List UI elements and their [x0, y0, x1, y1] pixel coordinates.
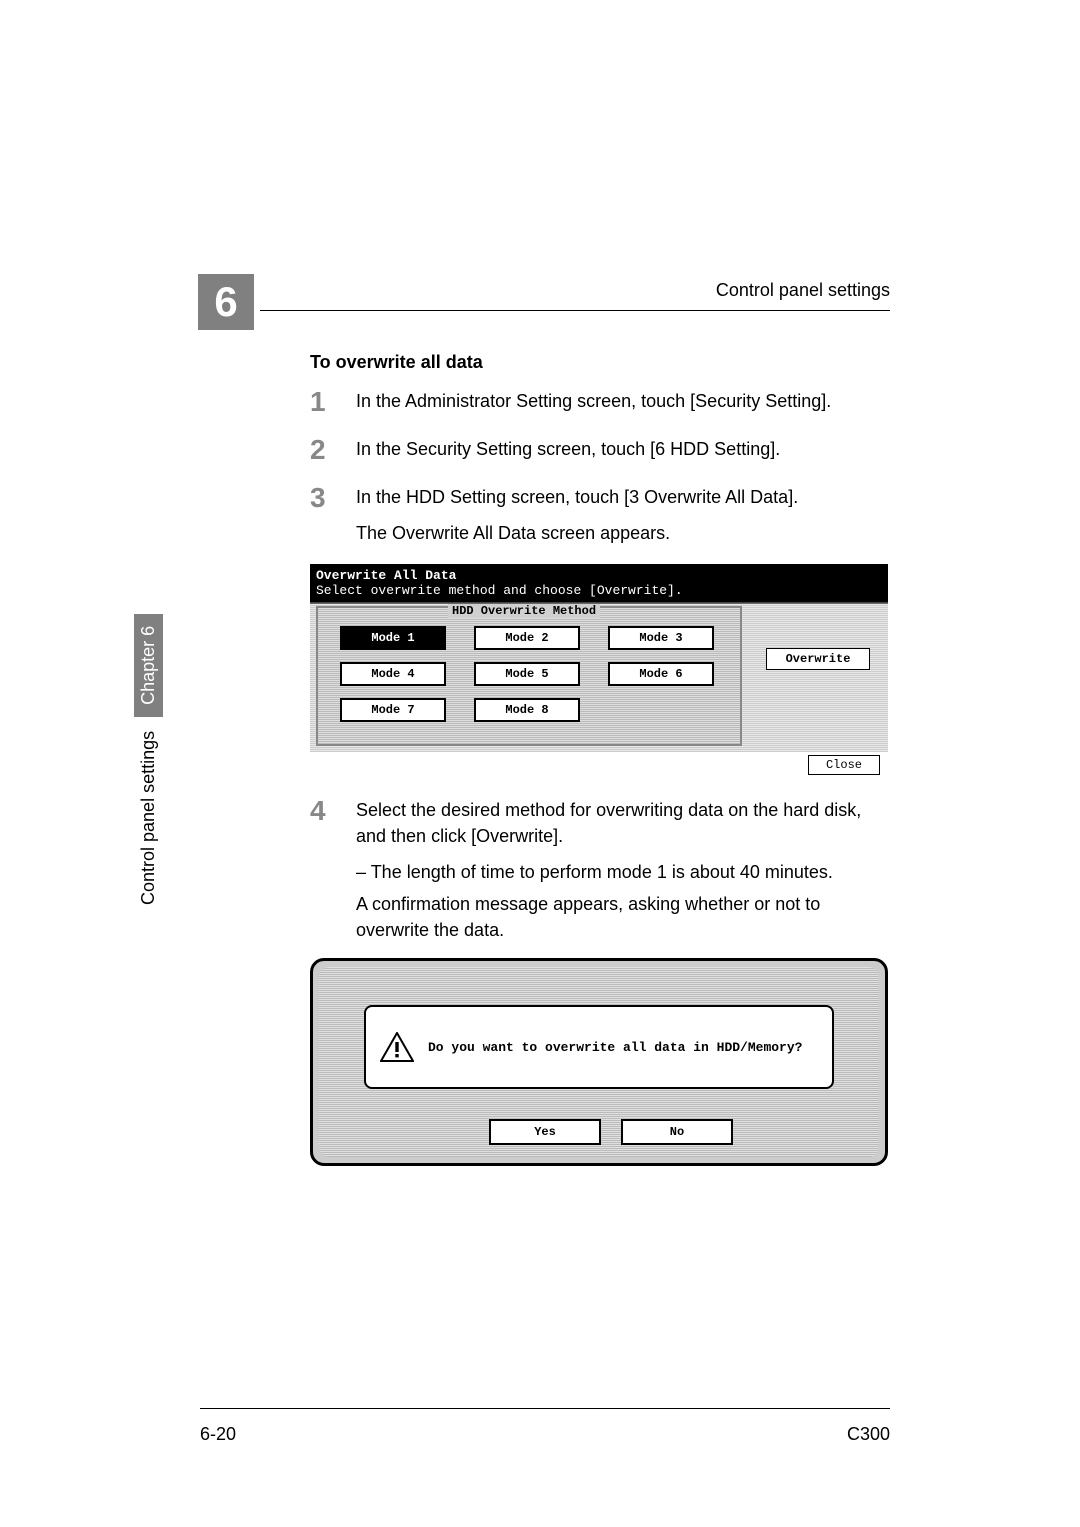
- mode-4-button[interactable]: Mode 4: [340, 662, 446, 686]
- mode-7-button[interactable]: Mode 7: [340, 698, 446, 722]
- chapter-number-box: 6: [198, 274, 254, 330]
- close-button[interactable]: Close: [808, 755, 880, 775]
- footer-rule: [200, 1408, 890, 1409]
- step-number: 3: [310, 484, 356, 556]
- no-button[interactable]: No: [621, 1119, 733, 1145]
- header-rule: [260, 310, 890, 311]
- mode-6-button[interactable]: Mode 6: [608, 662, 714, 686]
- overwrite-button[interactable]: Overwrite: [766, 648, 870, 670]
- page: 6 Control panel settings To overwrite al…: [0, 0, 1080, 1527]
- step-text: In the HDD Setting screen, touch [3 Over…: [356, 484, 798, 510]
- model-label: C300: [847, 1424, 890, 1445]
- step-text: In the Administrator Setting screen, tou…: [356, 388, 831, 414]
- warning-icon: [380, 1032, 414, 1062]
- panel-title: Overwrite All Data: [310, 564, 888, 583]
- page-header-title: Control panel settings: [716, 280, 890, 301]
- step-text: The Overwrite All Data screen appears.: [356, 520, 798, 546]
- panel-subtitle: Select overwrite method and choose [Over…: [310, 583, 888, 603]
- side-tab: Control panel settings Chapter 6: [134, 614, 163, 905]
- step-text: A confirmation message appears, asking w…: [356, 891, 896, 943]
- overwrite-panel: Overwrite All Data Select overwrite meth…: [310, 564, 888, 774]
- step-4: 4 Select the desired method for overwrit…: [310, 797, 896, 953]
- step-text: In the Security Setting screen, touch [6…: [356, 436, 780, 462]
- mode-1-button[interactable]: Mode 1: [340, 626, 446, 650]
- yes-button[interactable]: Yes: [489, 1119, 601, 1145]
- mode-8-button[interactable]: Mode 8: [474, 698, 580, 722]
- step-number: 2: [310, 436, 356, 472]
- mode-2-button[interactable]: Mode 2: [474, 626, 580, 650]
- confirm-panel: Do you want to overwrite all data in HDD…: [310, 958, 888, 1166]
- step-number: 4: [310, 797, 356, 953]
- step-3: 3 In the HDD Setting screen, touch [3 Ov…: [310, 484, 798, 556]
- chapter-number: 6: [214, 278, 237, 326]
- step-bullet: The length of time to perform mode 1 is …: [356, 859, 896, 885]
- confirm-message: Do you want to overwrite all data in HDD…: [428, 1040, 802, 1055]
- mode-group-label: HDD Overwrite Method: [448, 604, 600, 618]
- panel-footer: Close: [310, 752, 888, 776]
- mode-method-group: HDD Overwrite Method Mode 1 Mode 2 Mode …: [316, 606, 742, 746]
- page-number: 6-20: [200, 1424, 236, 1445]
- side-tab-chapter: Chapter 6: [134, 614, 163, 717]
- side-tab-text: Control panel settings: [138, 731, 159, 905]
- mode-3-button[interactable]: Mode 3: [608, 626, 714, 650]
- step-number: 1: [310, 388, 356, 424]
- section-heading: To overwrite all data: [310, 352, 483, 373]
- step-1: 1 In the Administrator Setting screen, t…: [310, 388, 831, 424]
- step-2: 2 In the Security Setting screen, touch …: [310, 436, 780, 472]
- confirm-dialog: Do you want to overwrite all data in HDD…: [364, 1005, 834, 1089]
- panel-body: HDD Overwrite Method Mode 1 Mode 2 Mode …: [310, 603, 888, 752]
- mode-5-button[interactable]: Mode 5: [474, 662, 580, 686]
- step-text: Select the desired method for overwritin…: [356, 797, 896, 849]
